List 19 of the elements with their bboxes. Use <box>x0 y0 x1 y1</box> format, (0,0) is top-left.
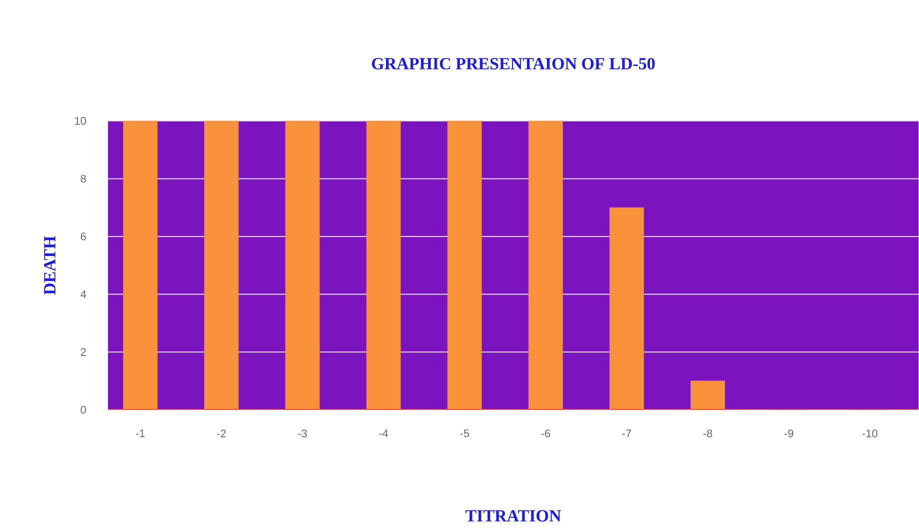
y-tick-label: 2 <box>80 348 86 356</box>
x-tick-label: -7 <box>622 430 632 438</box>
y-tick-label: 10 <box>75 117 86 125</box>
x-tick-label: -8 <box>703 430 712 438</box>
y-tick-label: 0 <box>80 406 86 414</box>
y-tick-label: 6 <box>80 232 86 240</box>
x-tick-label: -2 <box>217 430 226 438</box>
x-tick-label: -10 <box>862 430 878 438</box>
chart-title: GRAPHIC PRESENTAION OF LD-50 <box>372 58 655 70</box>
x-tick-label: -4 <box>379 430 388 438</box>
y-tick-label: 8 <box>80 174 86 183</box>
y-axis-title: DEATH <box>44 236 56 295</box>
x-tick-label: -3 <box>298 430 307 438</box>
x-tick-label: -5 <box>460 430 470 438</box>
y-tick-label: 4 <box>80 290 86 298</box>
x-tick-label: -9 <box>784 430 794 438</box>
x-tick-label: -1 <box>136 430 145 438</box>
x-axis-title: TITRATION <box>466 510 561 522</box>
x-tick-label: -6 <box>541 430 550 438</box>
